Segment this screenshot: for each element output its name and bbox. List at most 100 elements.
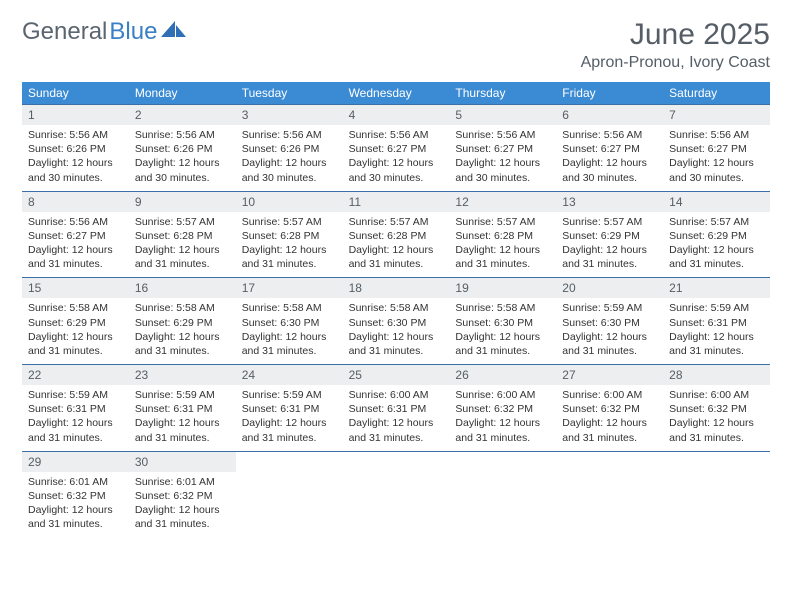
daylight-line: Daylight: 12 hours and 30 minutes. [349,156,444,184]
sunrise-line: Sunrise: 5:56 AM [28,215,123,229]
daylight-line: Daylight: 12 hours and 31 minutes. [562,416,657,444]
daylight-line: Daylight: 12 hours and 31 minutes. [455,330,550,358]
daylight-line: Daylight: 12 hours and 31 minutes. [135,330,230,358]
weekday-header: Monday [129,82,236,104]
sunset-line: Sunset: 6:27 PM [349,142,444,156]
calendar-day [663,452,770,538]
calendar-day: 3Sunrise: 5:56 AMSunset: 6:26 PMDaylight… [236,105,343,191]
day-details: Sunrise: 5:59 AMSunset: 6:31 PMDaylight:… [663,298,770,358]
day-number: 7 [663,105,770,125]
day-number: 1 [22,105,129,125]
day-details: Sunrise: 6:00 AMSunset: 6:32 PMDaylight:… [663,385,770,445]
day-number: 11 [343,192,450,212]
day-number: 16 [129,278,236,298]
sunrise-line: Sunrise: 5:59 AM [669,301,764,315]
calendar-day: 9 Sunrise: 5:57 AMSunset: 6:28 PMDaylight… [129,192,236,278]
day-number: 29 [22,452,129,472]
weekday-header-row: SundayMondayTuesdayWednesdayThursdayFrid… [22,82,770,104]
daylight-line: Daylight: 12 hours and 30 minutes. [242,156,337,184]
sunrise-line: Sunrise: 5:56 AM [349,128,444,142]
sunrise-line: Sunrise: 5:58 AM [455,301,550,315]
sunrise-line: Sunrise: 5:57 AM [669,215,764,229]
calendar-day: 7Sunrise: 5:56 AMSunset: 6:27 PMDaylight… [663,105,770,191]
day-number: 25 [343,365,450,385]
sunset-line: Sunset: 6:29 PM [669,229,764,243]
sunrise-line: Sunrise: 5:57 AM [135,215,230,229]
day-number: 21 [663,278,770,298]
day-details: Sunrise: 5:59 AMSunset: 6:31 PMDaylight:… [236,385,343,445]
sunset-line: Sunset: 6:32 PM [669,402,764,416]
sunrise-line: Sunrise: 5:59 AM [28,388,123,402]
calendar-day [343,452,450,538]
sunset-line: Sunset: 6:29 PM [135,316,230,330]
day-number: 15 [22,278,129,298]
calendar-day: 4Sunrise: 5:56 AMSunset: 6:27 PMDaylight… [343,105,450,191]
day-number: 2 [129,105,236,125]
day-number: 17 [236,278,343,298]
calendar-day: 26Sunrise: 6:00 AMSunset: 6:32 PMDayligh… [449,365,556,451]
sunrise-line: Sunrise: 6:00 AM [349,388,444,402]
day-details: Sunrise: 5:58 AMSunset: 6:30 PMDaylight:… [343,298,450,358]
sunrise-line: Sunrise: 5:57 AM [242,215,337,229]
sunrise-line: Sunrise: 5:56 AM [562,128,657,142]
day-details: Sunrise: 6:00 AMSunset: 6:32 PMDaylight:… [556,385,663,445]
daylight-line: Daylight: 12 hours and 31 minutes. [669,416,764,444]
sunset-line: Sunset: 6:27 PM [455,142,550,156]
day-number: 5 [449,105,556,125]
calendar-day: 16Sunrise: 5:58 AMSunset: 6:29 PMDayligh… [129,278,236,364]
daylight-line: Daylight: 12 hours and 31 minutes. [28,330,123,358]
day-details: Sunrise: 6:00 AMSunset: 6:31 PMDaylight:… [343,385,450,445]
calendar-day: 8Sunrise: 5:56 AMSunset: 6:27 PMDaylight… [22,192,129,278]
daylight-line: Daylight: 12 hours and 31 minutes. [242,243,337,271]
day-details: Sunrise: 5:58 AMSunset: 6:29 PMDaylight:… [129,298,236,358]
weekday-header: Saturday [663,82,770,104]
sunrise-line: Sunrise: 5:59 AM [562,301,657,315]
daylight-line: Daylight: 12 hours and 30 minutes. [28,156,123,184]
sunset-line: Sunset: 6:28 PM [135,229,230,243]
sunset-line: Sunset: 6:31 PM [669,316,764,330]
month-title: June 2025 [581,18,770,52]
sunrise-line: Sunrise: 6:00 AM [669,388,764,402]
day-number: 23 [129,365,236,385]
sunrise-line: Sunrise: 5:59 AM [242,388,337,402]
sunrise-line: Sunrise: 5:57 AM [455,215,550,229]
day-details: Sunrise: 5:56 AMSunset: 6:26 PMDaylight:… [129,125,236,185]
brand-name-part1: General [22,18,107,46]
day-number: 20 [556,278,663,298]
calendar-day: 17 Sunrise: 5:58 AMSunset: 6:30 PMDayligh… [236,278,343,364]
sunset-line: Sunset: 6:30 PM [242,316,337,330]
sunset-line: Sunset: 6:30 PM [562,316,657,330]
calendar-day: 18Sunrise: 5:58 AMSunset: 6:30 PMDayligh… [343,278,450,364]
sunset-line: Sunset: 6:32 PM [28,489,123,503]
daylight-line: Daylight: 12 hours and 31 minutes. [349,330,444,358]
calendar-grid: SundayMondayTuesdayWednesdayThursdayFrid… [22,82,770,537]
sunrise-line: Sunrise: 5:58 AM [349,301,444,315]
day-number: 30 [129,452,236,472]
calendar-day: 19Sunrise: 5:58 AMSunset: 6:30 PMDayligh… [449,278,556,364]
daylight-line: Daylight: 12 hours and 31 minutes. [242,330,337,358]
daylight-line: Daylight: 12 hours and 31 minutes. [349,243,444,271]
day-number: 9 [129,192,236,212]
calendar-day: 23Sunrise: 5:59 AMSunset: 6:31 PMDayligh… [129,365,236,451]
day-details: Sunrise: 5:56 AMSunset: 6:27 PMDaylight:… [22,212,129,272]
day-number: 28 [663,365,770,385]
sail-icon [161,18,187,46]
day-details: Sunrise: 5:56 AMSunset: 6:26 PMDaylight:… [236,125,343,185]
daylight-line: Daylight: 12 hours and 31 minutes. [455,243,550,271]
daylight-line: Daylight: 12 hours and 31 minutes. [135,243,230,271]
sunset-line: Sunset: 6:31 PM [135,402,230,416]
sunset-line: Sunset: 6:29 PM [562,229,657,243]
calendar-day: 13Sunrise: 5:57 AMSunset: 6:29 PMDayligh… [556,192,663,278]
daylight-line: Daylight: 12 hours and 30 minutes. [669,156,764,184]
day-details: Sunrise: 5:56 AMSunset: 6:27 PMDaylight:… [343,125,450,185]
daylight-line: Daylight: 12 hours and 31 minutes. [135,416,230,444]
day-details: Sunrise: 6:00 AMSunset: 6:32 PMDaylight:… [449,385,556,445]
sunrise-line: Sunrise: 5:58 AM [242,301,337,315]
sunrise-line: Sunrise: 5:56 AM [28,128,123,142]
weekday-header: Sunday [22,82,129,104]
sunset-line: Sunset: 6:28 PM [349,229,444,243]
weekday-header: Friday [556,82,663,104]
calendar-day: 14Sunrise: 5:57 AMSunset: 6:29 PMDayligh… [663,192,770,278]
sunset-line: Sunset: 6:26 PM [28,142,123,156]
calendar-day: 10Sunrise: 5:57 AMSunset: 6:28 PMDayligh… [236,192,343,278]
